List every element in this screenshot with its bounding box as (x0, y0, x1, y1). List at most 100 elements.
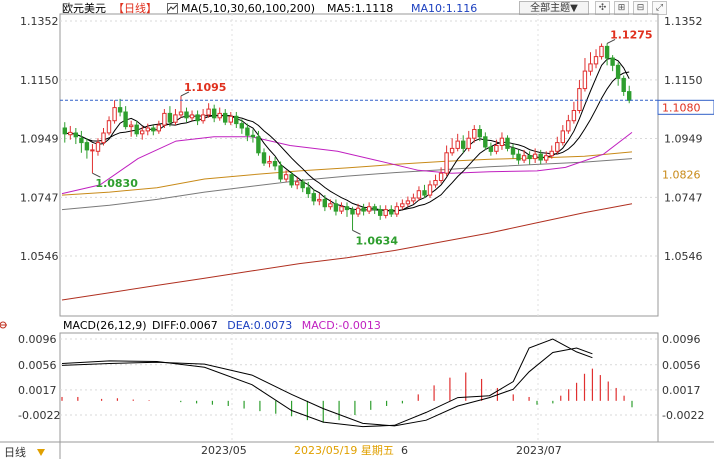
candle-body-up (560, 130, 565, 144)
candle-body-up (449, 147, 455, 154)
macd-tick-right: -0.0022 (662, 409, 704, 422)
candle (461, 135, 466, 153)
candle-body-down (350, 209, 355, 215)
candle (389, 205, 394, 217)
candle-body-up (129, 124, 134, 128)
candle (532, 148, 538, 163)
candle (206, 103, 211, 118)
candle-body-down (239, 123, 245, 129)
candle-body-down (510, 147, 516, 155)
candle (79, 130, 84, 153)
candle (599, 43, 604, 60)
candle (328, 199, 333, 210)
candle-body-down (621, 77, 626, 93)
fullscreen-icon[interactable]: ⤢ (652, 1, 667, 15)
candle (466, 130, 471, 152)
candle-body-up (162, 112, 167, 126)
candle (604, 43, 610, 66)
candle (433, 174, 438, 188)
candle-body-up (339, 206, 344, 212)
candle-body-up (267, 161, 272, 164)
macd-tick-right: 0.0056 (662, 359, 701, 372)
candle (167, 106, 173, 127)
candle (261, 148, 267, 166)
candle-body-up (206, 108, 211, 116)
candle (317, 193, 322, 206)
ma100-line (61, 158, 633, 211)
candle (95, 138, 101, 156)
candle (383, 205, 388, 219)
candle-body-up (599, 45, 604, 58)
price-tick-left: 1.0949 (20, 133, 59, 146)
candle-body-up (427, 184, 433, 196)
candle (621, 75, 626, 96)
moving-average-lines (61, 57, 633, 301)
candle-body-down (422, 190, 427, 196)
candle-body-down (117, 107, 123, 113)
candle (306, 181, 311, 198)
candle (73, 128, 78, 145)
candle (483, 132, 488, 150)
candle (588, 52, 593, 76)
candle-body-up (295, 181, 300, 186)
crosshair-date-box (292, 443, 403, 457)
candle-body-down (378, 209, 383, 216)
candle (339, 202, 344, 215)
candle-body-up (189, 114, 195, 119)
macd-params-label: MACD(26,12,9) (63, 319, 147, 332)
candle (272, 157, 278, 171)
candle (322, 195, 328, 212)
candle-body-up (68, 131, 73, 136)
price-tick-right: 1.0949 (664, 133, 703, 146)
candle-body-down (300, 181, 305, 189)
candle-body-up (112, 107, 117, 122)
gridlines (60, 14, 658, 442)
candle (239, 119, 245, 134)
candle-body-down (344, 206, 350, 211)
candle (62, 122, 67, 143)
candle (245, 123, 250, 142)
candle-body-down (289, 174, 294, 186)
candle (223, 109, 228, 126)
candle-body-down (311, 193, 317, 202)
candle (549, 145, 554, 159)
candle-body-up (582, 70, 588, 90)
candle (256, 130, 261, 156)
period-label[interactable]: 【日线】 (113, 2, 157, 15)
candle-body-down (527, 155, 532, 160)
candle (571, 101, 577, 124)
candle-body-down (79, 137, 84, 144)
annotation-leader (606, 39, 616, 44)
footer-period-arrow-icon[interactable] (37, 449, 45, 456)
current-price-label: 1.1080 (662, 101, 701, 114)
candle (411, 193, 416, 204)
candle (538, 149, 543, 165)
candle-body-down (516, 153, 521, 161)
crosshair-date-suffix: 6 (401, 444, 408, 457)
candle-body-up (140, 130, 145, 135)
candle (361, 203, 366, 216)
candle (283, 170, 289, 182)
candle-body-down (389, 209, 394, 215)
candle (610, 55, 615, 72)
macd-tick-left: 0.0017 (18, 384, 57, 397)
candle-body-down (250, 134, 256, 138)
candle (438, 167, 444, 184)
candle-body-down (212, 108, 217, 119)
candle (577, 79, 582, 114)
candle-body-up (355, 207, 361, 215)
candlesticks (62, 43, 632, 231)
candle-body-down (272, 161, 278, 167)
candle (555, 136, 560, 155)
macd-series (61, 338, 633, 428)
candle (278, 161, 283, 182)
candle-body-up (400, 203, 405, 208)
candle (289, 171, 294, 188)
crosshair-date-label: 2023/05/19 星期五 (294, 444, 394, 457)
price-tick-left: 1.0747 (20, 191, 59, 204)
candle-body-up (571, 110, 577, 122)
candle (129, 120, 134, 137)
candle-body-down (361, 207, 366, 212)
candle (521, 149, 527, 163)
